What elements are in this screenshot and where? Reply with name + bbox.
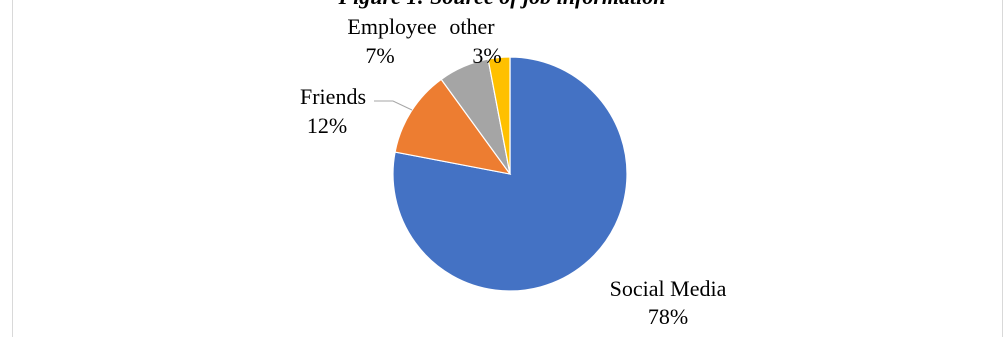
slice-value-other: 3% xyxy=(472,43,501,68)
pie-slices xyxy=(392,56,628,292)
pie-slice-friends xyxy=(394,78,512,175)
chart-title-fragment: Figure 1: Source of job information xyxy=(338,0,666,9)
slice-label-other: other xyxy=(449,14,495,39)
pie-slice-other xyxy=(487,56,511,175)
slice-label-employee: Employee xyxy=(347,14,436,39)
slice-value-social-media: 78% xyxy=(648,304,688,329)
slice-label-friends: Friends xyxy=(300,84,366,109)
slice-value-employee: 7% xyxy=(365,43,394,68)
friends-leader-line xyxy=(374,100,413,111)
chart-frame xyxy=(12,0,1003,337)
slice-value-friends: 12% xyxy=(307,113,347,138)
slice-label-social-media: Social Media xyxy=(610,276,727,301)
